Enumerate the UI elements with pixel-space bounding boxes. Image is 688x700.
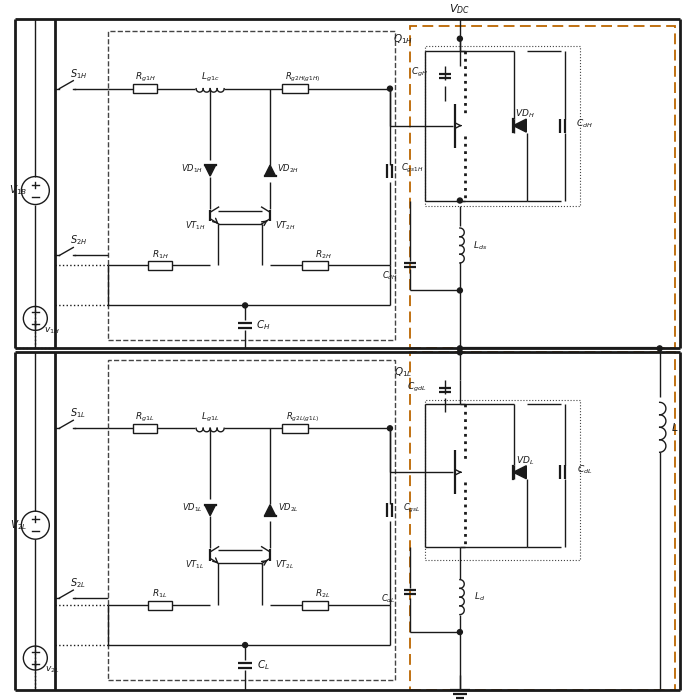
Bar [302, 601, 328, 610]
Bar [148, 261, 172, 270]
Bar [302, 261, 328, 270]
Text: $L_{ds}$: $L_{ds}$ [473, 239, 487, 252]
Text: $VD_{2H}$: $VD_{2H}$ [277, 162, 299, 175]
Text: $VT_{2L}$: $VT_{2L}$ [275, 559, 295, 571]
Text: $R_{g2L(g1L)}$: $R_{g2L(g1L)}$ [286, 411, 320, 424]
Text: $C_{gs1H}$: $C_{gs1H}$ [400, 162, 423, 175]
Text: $VD_H$: $VD_H$ [515, 107, 535, 120]
Text: $C_H$: $C_H$ [256, 318, 270, 332]
Text: $R_{g1L}$: $R_{g1L}$ [136, 411, 155, 424]
Text: $VT_{1L}$: $VT_{1L}$ [185, 559, 205, 571]
Text: $R_{1H}$: $R_{1H}$ [152, 248, 169, 260]
Text: $C_{dH}$: $C_{dH}$ [382, 270, 398, 281]
Polygon shape [265, 165, 276, 176]
Text: $L$: $L$ [671, 421, 678, 433]
Bar [133, 84, 157, 93]
Text: $VD_L$: $VD_L$ [516, 454, 534, 466]
Circle shape [458, 36, 462, 41]
Text: $R_{2L}$: $R_{2L}$ [315, 588, 331, 601]
Circle shape [657, 346, 662, 351]
Text: $VD_{2L}$: $VD_{2L}$ [278, 502, 299, 514]
Bar [410, 26, 675, 349]
Text: $VD_{1L}$: $VD_{1L}$ [182, 502, 202, 514]
Circle shape [243, 643, 248, 648]
Polygon shape [513, 466, 526, 479]
Bar [410, 352, 675, 690]
Bar [425, 46, 580, 206]
Circle shape [243, 303, 248, 308]
Text: $V_{DC}$: $V_{DC}$ [449, 2, 471, 15]
Text: $S_{2L}$: $S_{2L}$ [70, 576, 86, 590]
Text: $R_{1L}$: $R_{1L}$ [153, 588, 168, 601]
Text: $v_{2L}$: $v_{2L}$ [45, 665, 60, 676]
Text: $C_{gH}$: $C_{gH}$ [411, 66, 429, 79]
Text: $V_{2L}$: $V_{2L}$ [10, 518, 27, 532]
Text: $L_d$: $L_d$ [474, 591, 486, 603]
Text: $S_{2H}$: $S_{2H}$ [69, 234, 87, 247]
Circle shape [458, 346, 462, 351]
Text: $C_{dL}$: $C_{dL}$ [380, 593, 395, 606]
Text: $V_{1B}$: $V_{1B}$ [9, 183, 28, 197]
Text: $C_{gdL}$: $C_{gdL}$ [407, 381, 427, 394]
Text: $v_{1H}$: $v_{1H}$ [44, 325, 61, 335]
Polygon shape [204, 505, 215, 516]
Polygon shape [204, 165, 215, 176]
Circle shape [458, 350, 462, 355]
Text: $C_L$: $C_L$ [257, 658, 270, 672]
Bar [282, 424, 308, 433]
Text: $C_{gsL}$: $C_{gsL}$ [403, 502, 420, 514]
Text: $L_{g1L}$: $L_{g1L}$ [201, 411, 219, 424]
Text: $R_{g1H}$: $R_{g1H}$ [135, 71, 155, 84]
Text: $C_{dL}$: $C_{dL}$ [577, 464, 592, 477]
Bar [133, 424, 157, 433]
Text: $VT_{2H}$: $VT_{2H}$ [275, 219, 295, 232]
Text: $S_{1H}$: $S_{1H}$ [69, 66, 87, 80]
Polygon shape [513, 119, 526, 132]
Text: $Q_{1H}$: $Q_{1H}$ [393, 32, 413, 46]
Bar [148, 601, 172, 610]
Circle shape [458, 198, 462, 203]
Text: $S_{1L}$: $S_{1L}$ [70, 407, 86, 420]
Text: $L_{g1c}$: $L_{g1c}$ [201, 71, 219, 84]
Bar [282, 84, 308, 93]
Bar [425, 400, 580, 560]
Text: $Q_{1L}$: $Q_{1L}$ [394, 365, 412, 379]
Text: $VT_{1H}$: $VT_{1H}$ [185, 219, 206, 232]
Circle shape [387, 86, 392, 91]
Polygon shape [265, 505, 276, 516]
Circle shape [458, 288, 462, 293]
Text: $VD_{1H}$: $VD_{1H}$ [181, 162, 203, 175]
Bar [108, 360, 395, 680]
Bar [108, 31, 395, 340]
Text: $R_{2H}$: $R_{2H}$ [314, 248, 332, 260]
Text: $C_{dH}$: $C_{dH}$ [577, 118, 593, 130]
Circle shape [387, 426, 392, 430]
Text: $R_{g2H(g1H)}$: $R_{g2H(g1H)}$ [286, 71, 321, 84]
Circle shape [458, 629, 462, 635]
